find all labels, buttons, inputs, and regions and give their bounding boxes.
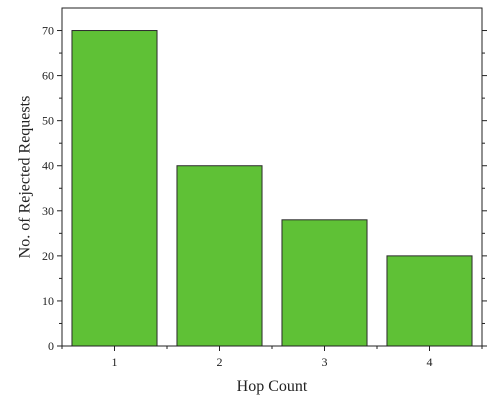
bar-4 <box>386 255 473 347</box>
x-axis-title: Hop Count <box>237 378 308 395</box>
y-tick-label-10: 10 <box>42 294 54 308</box>
bar-1 <box>71 30 158 347</box>
y-tick-label-0: 0 <box>48 339 54 353</box>
y-tick-label-50: 50 <box>42 114 54 128</box>
x-tick-label-4: 4 <box>427 355 433 369</box>
y-tick-label-60: 60 <box>42 69 54 83</box>
y-tick-label-30: 30 <box>42 204 54 218</box>
x-tick-label-3: 3 <box>322 355 328 369</box>
y-axis-title: No. of Rejected Requests <box>17 96 34 259</box>
ticks-layer <box>57 30 487 351</box>
bars-layer <box>71 30 473 347</box>
y-tick-label-70: 70 <box>42 24 54 38</box>
y-tick-label-40: 40 <box>42 159 54 173</box>
bar-2 <box>176 165 263 347</box>
bar-3 <box>281 219 368 347</box>
x-tick-label-2: 2 <box>217 355 223 369</box>
x-tick-label-1: 1 <box>112 355 118 369</box>
y-tick-label-20: 20 <box>42 249 54 263</box>
